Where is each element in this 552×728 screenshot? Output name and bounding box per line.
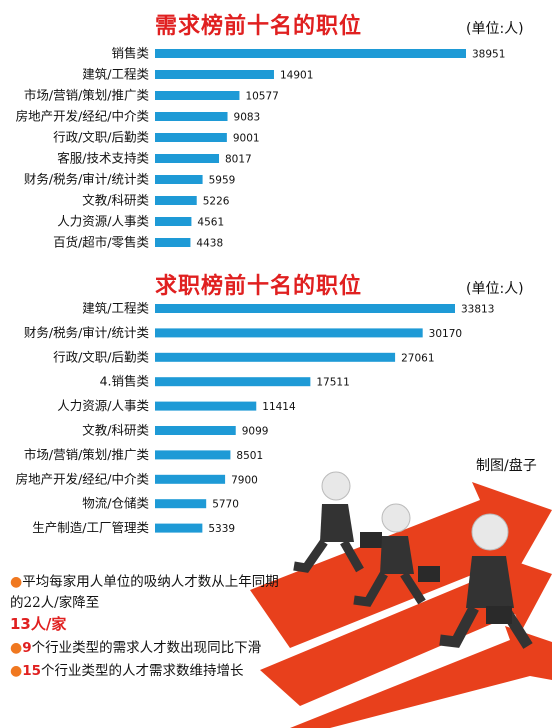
value-label: 33813 [461,304,494,316]
value-label: 8501 [236,450,263,462]
bar [155,238,191,247]
value-label: 38951 [472,49,505,61]
category-label: 客服/技术支持类 [57,151,149,166]
note-2-number: 9 [22,640,32,656]
value-label: 5339 [208,523,235,535]
bullet-dot-icon: ● [10,574,23,590]
bar [155,523,203,533]
bar [155,377,311,387]
category-label: 文教/科研类 [82,193,149,208]
bar [155,426,236,435]
bar [155,133,227,142]
bar [155,401,257,411]
category-label: 房地产开发/经纪/中介类 [16,109,150,124]
runners-illustration [250,471,552,728]
category-label: 文教/科研类 [82,423,149,438]
category-label: 行政/文职/后勤类 [53,130,149,145]
bar [155,175,203,184]
value-label: 7900 [231,474,258,486]
value-label: 9099 [242,426,269,438]
bar [155,217,192,226]
demand-chart-title: 需求榜前十名的职位 [155,14,363,39]
category-label: 财务/税务/审计/统计类 [24,172,150,187]
category-label: 行政/文职/后勤类 [53,349,149,364]
supply-bar-chart: 建筑/工程类 33813 财务/税务/审计/统计类 30170 行政/文职/后勤类 270… [16,301,495,536]
demand-unit-label: (单位:人) [466,21,524,37]
note-2-text: 个行业类型的需求人才数出现同比下滑 [31,640,262,656]
category-label: 房地产开发/经纪/中介类 [16,471,150,486]
category-label: 建筑/工程类 [82,301,149,316]
category-label: 人力资源/人事类 [57,398,149,413]
value-label: 4438 [196,238,223,250]
figure-2 [353,503,440,607]
note-3-number: 15 [22,663,42,679]
bar [155,499,207,509]
bar [155,474,226,484]
bar [155,196,197,205]
bar [155,328,423,338]
value-label: 9001 [233,133,260,145]
bar [155,70,274,79]
value-label: 14901 [280,70,313,82]
value-label: 9083 [234,112,261,124]
bar [155,154,220,163]
value-label: 30170 [429,328,462,340]
bar [155,450,231,460]
category-label: 物流/仓储类 [82,496,149,511]
value-label: 5226 [203,196,230,208]
category-label: 生产制造/工厂管理类 [32,520,149,535]
supply-unit-label: (单位:人) [466,281,524,297]
bar [155,49,466,58]
supply-chart-title: 求职榜前十名的职位 [155,274,363,299]
value-label: 11414 [262,401,296,413]
bullet-dot-icon: ● [10,640,23,656]
bullet-dot-icon: ● [10,663,23,679]
value-label: 17511 [316,377,349,389]
note-1-highlight: 13人/家 [10,615,67,633]
note-2: ●9个行业类型的需求人才数出现同比下滑 [10,638,280,659]
credit-label: 制图/盘子 [476,458,537,474]
note-1: ●平均每家用人单位的吸纳人才数从上年同期的22人/家降至 13人/家 [10,572,280,636]
bar [155,304,455,313]
note-3: ●15个行业类型的人才需求数维持增长 [10,661,280,682]
bar [155,91,240,100]
category-label: 销售类 [111,46,149,61]
bar [155,112,228,121]
category-label: 人力资源/人事类 [57,214,149,229]
value-label: 10577 [245,91,278,103]
summary-notes: ●平均每家用人单位的吸纳人才数从上年同期的22人/家降至 13人/家 ●9个行业… [10,572,280,684]
figure-1 [293,471,382,573]
value-label: 8017 [225,154,252,166]
value-label: 4561 [197,217,224,229]
category-label: 建筑/工程类 [82,67,149,82]
note-1-text: 平均每家用人单位的吸纳人才数从上年同期的22人/家降至 [10,574,279,611]
note-3-text: 个行业类型的人才需求数维持增长 [41,663,244,679]
value-label: 5770 [212,499,239,511]
figure-3 [439,513,533,649]
category-label: 4.销售类 [100,374,150,389]
bar [155,352,396,362]
value-label: 5959 [209,175,236,187]
category-label: 市场/营销/策划/推广类 [24,447,150,462]
demand-bar-chart: 销售类 38951 建筑/工程类 14901 市场/营销/策划/推广类 10577 房地产开… [16,46,506,250]
category-label: 百货/超市/零售类 [53,235,149,250]
category-label: 市场/营销/策划/推广类 [24,88,150,103]
category-label: 财务/税务/审计/统计类 [24,325,150,340]
value-label: 27061 [401,352,434,364]
